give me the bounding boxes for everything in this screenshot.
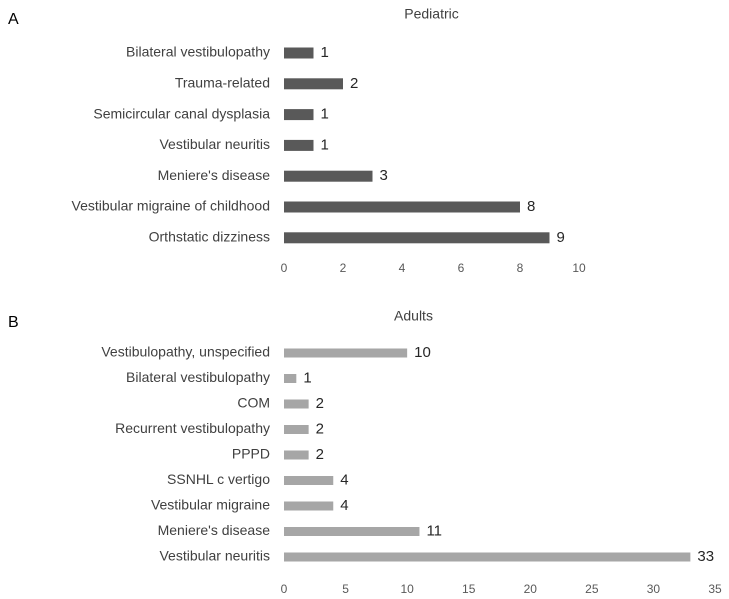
bar bbox=[284, 78, 343, 90]
x-tick-label: 20 bbox=[524, 582, 538, 596]
data-label: 2 bbox=[316, 395, 324, 412]
y-tick-label: COM bbox=[237, 395, 270, 411]
data-label: 9 bbox=[557, 229, 565, 246]
data-label: 2 bbox=[316, 446, 324, 463]
bar bbox=[284, 109, 314, 121]
x-tick-label: 8 bbox=[517, 261, 524, 275]
bar bbox=[284, 425, 309, 434]
x-tick-label: 2 bbox=[340, 261, 347, 275]
data-label: 8 bbox=[527, 198, 535, 215]
x-tick-label: 10 bbox=[400, 582, 414, 596]
panel-label: A bbox=[8, 11, 19, 28]
y-tick-label: Vestibular neuritis bbox=[159, 548, 270, 564]
x-tick-label: 0 bbox=[281, 582, 288, 596]
y-tick-label: Vestibular migraine bbox=[151, 497, 270, 513]
y-tick-label: SSNHL c vertigo bbox=[167, 471, 270, 487]
data-label: 1 bbox=[321, 44, 329, 61]
y-tick-label: Orthstatic dizziness bbox=[149, 229, 270, 245]
data-label: 2 bbox=[350, 75, 358, 92]
y-tick-label: Bilateral vestibulopathy bbox=[126, 44, 270, 60]
bar bbox=[284, 527, 420, 536]
y-tick-label: Vestibular neuritis bbox=[159, 136, 270, 152]
bar bbox=[284, 139, 314, 151]
y-tick-label: Vestibular migraine of childhood bbox=[72, 198, 270, 214]
x-tick-label: 4 bbox=[399, 261, 406, 275]
data-label: 10 bbox=[414, 344, 431, 361]
chart-title: Adults bbox=[394, 308, 433, 324]
x-tick-label: 15 bbox=[462, 582, 476, 596]
bar bbox=[284, 476, 334, 485]
y-tick-label: Semicircular canal dysplasia bbox=[93, 105, 270, 121]
data-label: 11 bbox=[426, 522, 442, 539]
x-tick-label: 6 bbox=[458, 261, 465, 275]
bar bbox=[284, 47, 314, 59]
bar bbox=[284, 501, 334, 511]
panel-label: B bbox=[8, 314, 19, 331]
data-label: 4 bbox=[340, 497, 348, 514]
y-tick-label: Trauma-related bbox=[175, 75, 270, 91]
bar bbox=[284, 399, 309, 409]
bar bbox=[284, 374, 297, 383]
x-tick-label: 25 bbox=[585, 582, 599, 596]
y-tick-label: Bilateral vestibulopathy bbox=[126, 369, 270, 385]
data-label: 1 bbox=[303, 369, 311, 386]
y-tick-label: Meniere's disease bbox=[158, 522, 271, 538]
y-tick-label: Vestibulopathy, unspecified bbox=[101, 344, 270, 360]
bar bbox=[284, 201, 520, 213]
x-tick-label: 30 bbox=[647, 582, 661, 596]
y-tick-label: PPPD bbox=[232, 446, 270, 462]
bar bbox=[284, 552, 691, 562]
y-tick-label: Meniere's disease bbox=[158, 167, 271, 183]
bar bbox=[284, 170, 373, 182]
data-label: 2 bbox=[316, 420, 324, 437]
bar bbox=[284, 450, 309, 460]
data-label: 33 bbox=[697, 548, 714, 565]
x-tick-label: 0 bbox=[281, 261, 288, 275]
y-tick-label: Recurrent vestibulopathy bbox=[115, 420, 270, 436]
x-tick-label: 5 bbox=[342, 582, 349, 596]
x-tick-label: 10 bbox=[572, 261, 586, 275]
chart-title: Pediatric bbox=[404, 6, 458, 22]
data-label: 1 bbox=[321, 136, 329, 153]
x-tick-label: 35 bbox=[708, 582, 722, 596]
data-label: 4 bbox=[340, 471, 348, 488]
bar bbox=[284, 348, 408, 358]
bar bbox=[284, 232, 550, 244]
data-label: 1 bbox=[321, 106, 329, 123]
data-label: 3 bbox=[380, 167, 388, 184]
